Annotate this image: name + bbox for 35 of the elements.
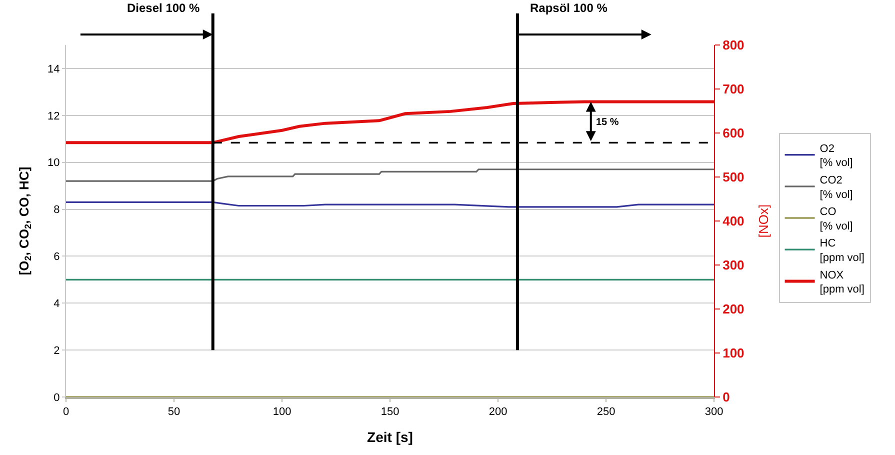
y-tick-label: 2	[54, 344, 60, 357]
y2-tick-label: 500	[722, 170, 744, 185]
y-tick-label: 12	[48, 110, 60, 122]
line-series	[66, 168, 714, 182]
x-tick-label: 200	[488, 406, 508, 418]
x-tick-label: 50	[168, 406, 180, 418]
y-tick-label: 6	[54, 251, 60, 264]
y2-tick-label: 100	[722, 346, 744, 361]
ref-line-label: Diesel 100 %	[127, 1, 200, 15]
y2-tick-label: 400	[722, 214, 744, 229]
legend-label: O2 [% vol]	[820, 142, 853, 170]
x-tick-label: 0	[62, 406, 70, 418]
legend-label: CO [% vol]	[820, 206, 853, 232]
y2-tick-label: 0	[722, 390, 730, 405]
legend-label: HC [ppm vol]	[820, 238, 864, 264]
annotation: 15 %	[596, 117, 619, 128]
ref-line-label: Rapsöl 100 %	[530, 1, 608, 15]
y-tick-label: 4	[54, 298, 60, 310]
y-tick-label: 0	[54, 392, 60, 404]
x-tick-label: 150	[380, 406, 400, 418]
y2-tick-label: 800	[722, 38, 744, 53]
x-tick-label: 100	[272, 406, 292, 418]
x-tick-label: 250	[596, 406, 616, 418]
y-tick-label: 8	[54, 204, 60, 216]
y2-axis-title: [NOx]	[756, 204, 771, 238]
y2-tick-label: 200	[722, 302, 744, 317]
y2-tick-label: 700	[722, 82, 744, 97]
y2-tick-label: 300	[722, 258, 744, 273]
x-tick-label: 300	[704, 406, 724, 418]
legend-label: NOX [ppm vol]	[820, 269, 864, 296]
y-tick-label: 14	[48, 63, 60, 76]
legend-label: CO2 [% vol]	[820, 174, 853, 201]
x-axis-title: Zeit [s]	[367, 429, 413, 445]
y-tick-label: 10	[48, 157, 60, 170]
y2-tick-label: 600	[722, 126, 744, 141]
